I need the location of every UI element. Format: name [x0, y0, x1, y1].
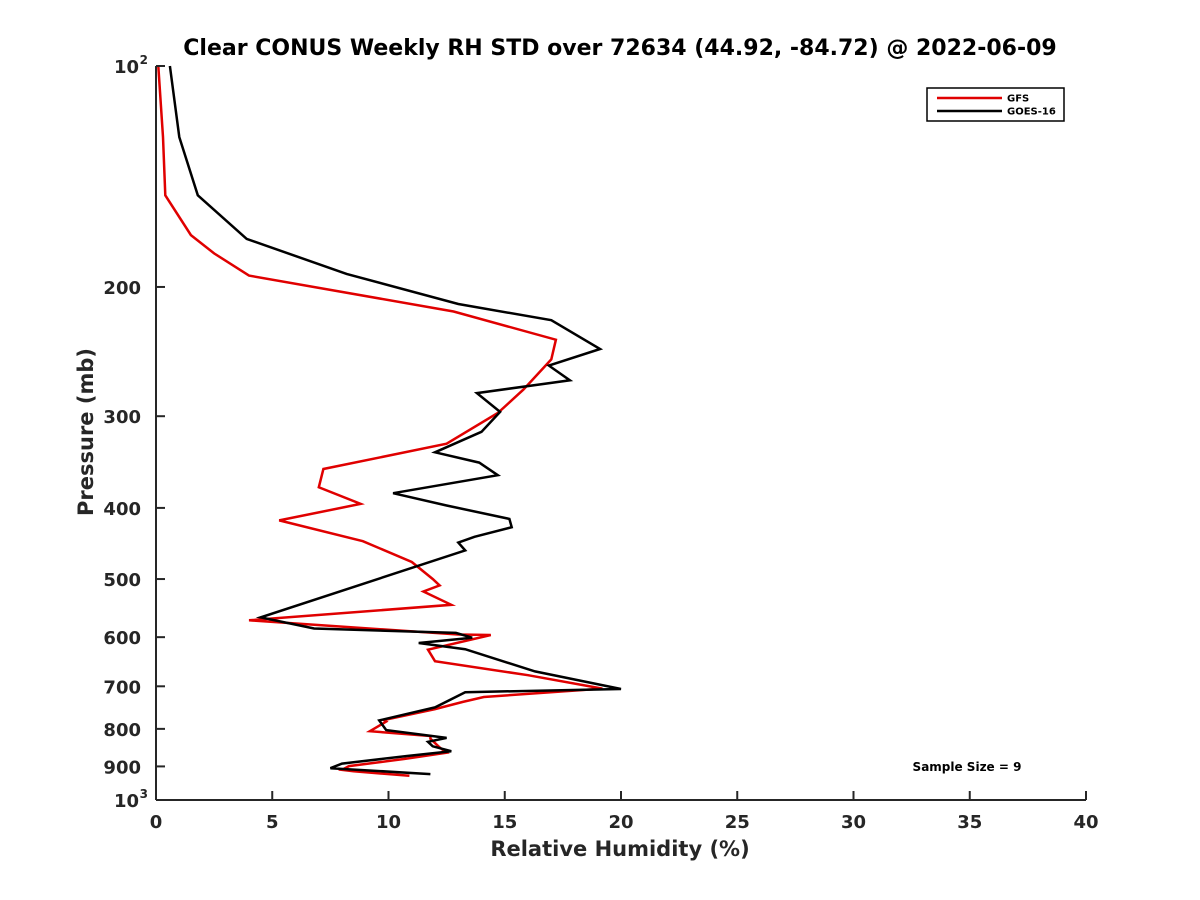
axes-layer: 0 5 10 15 20 25 30 35 40 21020030040050060070080… [103, 53, 1098, 833]
series-line-goes-16 [168, 65, 622, 776]
plot-area: 0 5 10 15 20 25 30 35 40 21020030040050060070080… [103, 53, 1098, 833]
x-tick-label: 15 [492, 812, 517, 833]
y-tick-label: 600 [103, 628, 141, 649]
y-tick-label: 900 [103, 757, 141, 778]
y-tick-label: 10 [114, 791, 139, 812]
y-tick-label: 700 [103, 677, 141, 698]
y-tick-label: 300 [103, 407, 141, 428]
y-tick-exponent: 3 [140, 787, 148, 801]
x-tick-label: 20 [608, 812, 633, 833]
y-tick-exponent: 2 [140, 53, 148, 67]
x-axis-ticks: 0 5 10 15 20 25 30 35 40 [150, 791, 1099, 833]
chart-title: Clear CONUS Weekly RH STD over 72634 (44… [183, 36, 1056, 61]
x-tick-label: 25 [725, 812, 750, 833]
x-tick-label: 40 [1073, 812, 1098, 833]
series-layer [157, 65, 622, 778]
y-tick-label: 10 [114, 57, 139, 78]
x-tick-label: 10 [376, 812, 401, 833]
y-axis-label: Pressure (mb) [74, 348, 98, 516]
series-line-gfs [157, 65, 603, 778]
legend-label-goes-16: GOES-16 [1007, 107, 1056, 118]
y-tick-label: 400 [103, 499, 141, 520]
legend: GFS GOES-16 [926, 87, 1065, 122]
x-tick-label: 5 [266, 812, 279, 833]
x-tick-label: 35 [957, 812, 982, 833]
legend-label-gfs: GFS [1007, 94, 1029, 105]
x-tick-label: 30 [841, 812, 866, 833]
sample-size-annotation: Sample Size = 9 [913, 760, 1022, 774]
x-axis-label: Relative Humidity (%) [490, 837, 749, 861]
y-tick-label: 500 [103, 570, 141, 591]
legend-box [926, 87, 1065, 122]
y-tick-label: 800 [103, 720, 141, 741]
y-tick-label: 200 [103, 278, 141, 299]
x-tick-label: 0 [150, 812, 163, 833]
